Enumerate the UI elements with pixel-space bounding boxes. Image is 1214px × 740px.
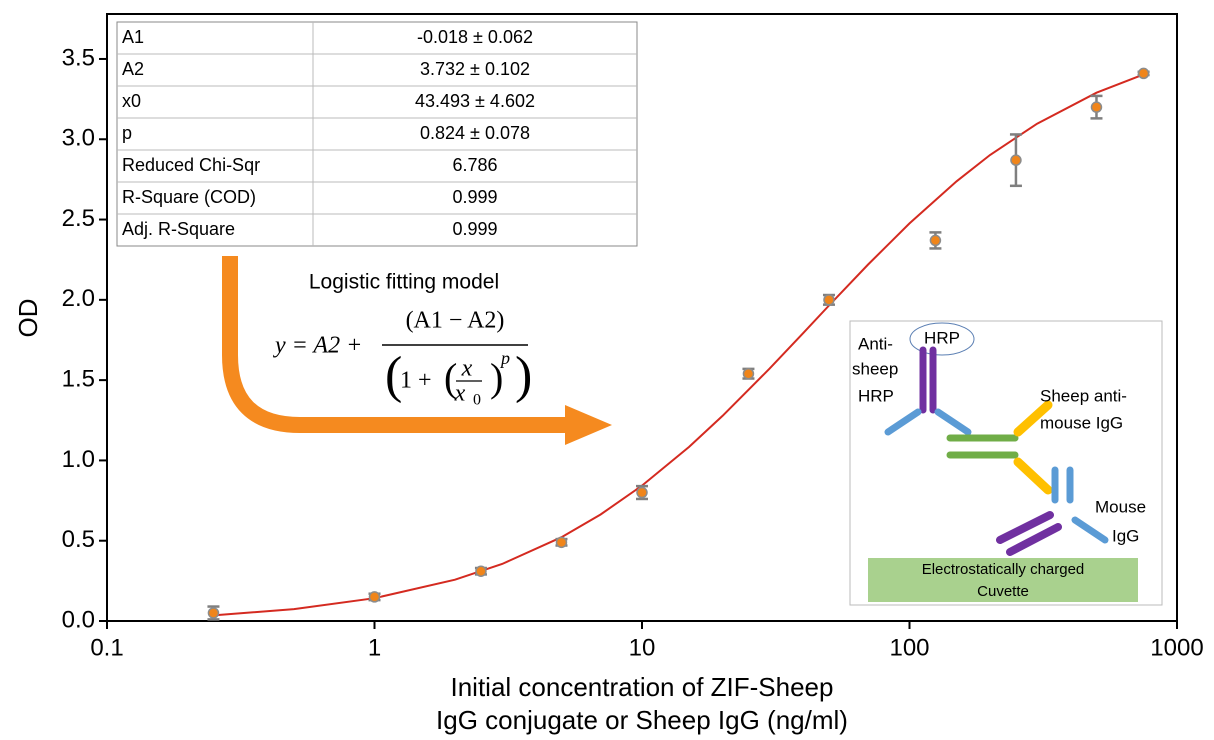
inset-diagram: Anti- sheep HRP HRP Sheep anti- mouse Ig… [849, 320, 1163, 606]
table-frame [116, 21, 638, 247]
point [207, 607, 220, 619]
inset-label: Electrostatically charged [922, 561, 1085, 578]
equation-numerator: (A1 − A2) [406, 308, 505, 334]
point [1010, 154, 1022, 166]
inset-label: Anti- [858, 334, 893, 353]
equation-subscript: 0 [473, 392, 481, 409]
arrow-head [565, 405, 612, 445]
inset-label: Sheep anti- [1040, 386, 1127, 405]
paren: ) [490, 355, 503, 400]
paren: ( [385, 347, 402, 404]
table-cell: 0.824 ± 0.078 [420, 123, 530, 143]
y-tick-label: 1.0 [62, 446, 95, 473]
table-cell: Reduced Chi-Sqr [122, 155, 260, 175]
inset-label: mouse IgG [1040, 413, 1123, 432]
point [742, 367, 755, 380]
paren: ( [444, 355, 457, 400]
y-tick-label: 2.5 [62, 205, 95, 232]
equation-exponent: p [499, 348, 510, 368]
model-title: Logistic fitting model [309, 271, 499, 294]
x-tick-label: 1000 [1150, 634, 1203, 661]
table-cell: A2 [122, 59, 144, 79]
equation-lhs: y = A2 + [273, 333, 362, 359]
equation-x0: x [454, 381, 466, 407]
x-tick-label: 0.1 [90, 634, 123, 661]
axes [99, 57, 1178, 629]
x-tick-label: 100 [889, 634, 929, 661]
table-cell: 3.732 ± 0.102 [420, 59, 530, 79]
table-cell: Adj. R-Square [122, 219, 235, 239]
hrp-bubble [909, 322, 975, 356]
fit-curve [213, 73, 1144, 617]
point [929, 234, 942, 247]
cuvette [868, 558, 1138, 602]
y-tick-label: 3.0 [62, 125, 95, 152]
inset-frame [849, 320, 1163, 606]
inset-label: Mouse [1095, 497, 1146, 516]
x-axis-title: IgG conjugate or Sheep IgG (ng/ml) [436, 705, 848, 735]
x-tick-label: 10 [629, 634, 656, 661]
table-cell: 43.493 ± 4.602 [415, 91, 535, 111]
point [475, 565, 487, 577]
inset-label: sheep [852, 359, 898, 378]
x-tick-label: 1 [368, 634, 381, 661]
inset-label: HRP [924, 328, 960, 347]
table-cell: -0.018 ± 0.062 [417, 27, 533, 47]
y-tick-label: 2.0 [62, 285, 95, 312]
table-cell: R-Square (COD) [122, 187, 256, 207]
y-axis-title: OD [13, 299, 43, 338]
table-cell: 6.786 [452, 155, 497, 175]
table-cell: p [122, 123, 132, 143]
point [368, 591, 381, 603]
table-cell: 0.999 [452, 219, 497, 239]
point [555, 536, 568, 549]
inset-label: HRP [858, 386, 894, 405]
paren: ) [515, 347, 532, 404]
table-cell: 0.999 [452, 187, 497, 207]
y-tick-label: 0.0 [62, 606, 95, 633]
point [1090, 101, 1103, 113]
inset-label: Cuvette [977, 583, 1029, 600]
x-axis-title: Initial concentration of ZIF-Sheep [451, 672, 834, 702]
y-tick-label: 3.5 [62, 44, 95, 71]
point [1137, 67, 1150, 80]
plot-frame [106, 13, 1178, 622]
point [636, 486, 648, 499]
equation-x: x [461, 356, 473, 382]
equation-denominator: 1 + [400, 368, 432, 394]
inset-label: IgG [1112, 526, 1139, 545]
table-cell: A1 [122, 27, 144, 47]
y-tick-label: 0.5 [62, 526, 95, 553]
fit-table: A1 -0.018 ± 0.062 A2 3.732 ± 0.102 x0 43.493 … [116, 21, 638, 247]
point [823, 294, 835, 306]
arrow [222, 256, 570, 433]
table-cell: x0 [122, 91, 141, 111]
y-tick-label: 1.5 [62, 365, 95, 392]
